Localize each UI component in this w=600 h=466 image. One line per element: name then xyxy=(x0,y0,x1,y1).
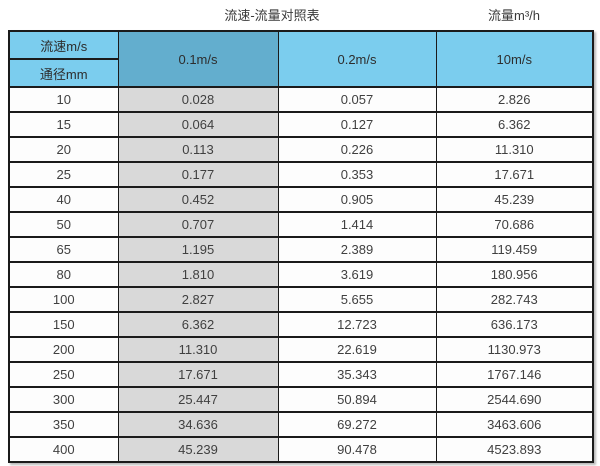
flow-value-cell: 0.127 xyxy=(277,111,437,138)
flow-value-cell: 22.619 xyxy=(277,336,437,363)
flow-value-cell: 0.064 xyxy=(117,111,279,138)
diameter-cell: 400 xyxy=(8,436,119,463)
flow-value-cell: 12.723 xyxy=(277,311,437,338)
table-row: 65 1.195 2.389 119.459 xyxy=(8,236,594,263)
velocity-header-10: 10m/s xyxy=(435,30,594,88)
velocity-header-0-2: 0.2m/s xyxy=(277,30,437,88)
flow-value-cell: 0.353 xyxy=(277,161,437,188)
diameter-cell: 100 xyxy=(8,286,119,313)
flow-rate-table: 流速m/s 0.1m/s 0.2m/s 10m/s 通径mm 10 0.028 0.… xyxy=(8,30,594,463)
diameter-cell: 80 xyxy=(8,261,119,288)
flow-value-cell: 1767.146 xyxy=(435,361,594,388)
table-header: 流速m/s 0.1m/s 0.2m/s 10m/s 通径mm xyxy=(8,30,594,88)
flow-value-cell: 0.177 xyxy=(117,161,279,188)
diameter-cell: 250 xyxy=(8,361,119,388)
flow-value-cell: 119.459 xyxy=(435,236,594,263)
table-row: 10 0.028 0.057 2.826 xyxy=(8,86,594,113)
diameter-cell: 300 xyxy=(8,386,119,413)
flow-value-cell: 2.826 xyxy=(435,86,594,113)
flow-value-cell: 0.057 xyxy=(277,86,437,113)
table-row: 150 6.362 12.723 636.173 xyxy=(8,311,594,338)
table-row: 300 25.447 50.894 2544.690 xyxy=(8,386,594,413)
flow-value-cell: 0.707 xyxy=(117,211,279,238)
diameter-cell: 10 xyxy=(8,86,119,113)
table-row: 20 0.113 0.226 11.310 xyxy=(8,136,594,163)
diameter-cell: 50 xyxy=(8,211,119,238)
flow-value-cell: 1.414 xyxy=(277,211,437,238)
table-row: 250 17.671 35.343 1767.146 xyxy=(8,361,594,388)
diameter-cell: 20 xyxy=(8,136,119,163)
header-row-bottom: 通径mm xyxy=(8,58,593,88)
flow-value-cell: 45.239 xyxy=(117,436,279,463)
diameter-cell: 150 xyxy=(8,311,119,338)
flow-value-cell: 1.195 xyxy=(117,236,279,263)
flow-value-cell: 90.478 xyxy=(277,436,437,463)
table-title: 流速-流量对照表 xyxy=(224,8,320,23)
flow-value-cell: 1130.973 xyxy=(435,336,594,363)
corner-diameter-label: 通径mm xyxy=(8,58,119,88)
flow-value-cell: 282.743 xyxy=(435,286,594,313)
table-body: 10 0.028 0.057 2.826 15 0.064 0.127 6.362 20 0.11… xyxy=(8,86,594,463)
flow-value-cell: 0.452 xyxy=(117,186,279,213)
corner-velocity-label: 流速m/s xyxy=(8,30,119,60)
flow-value-cell: 0.905 xyxy=(277,186,437,213)
flow-value-cell: 35.343 xyxy=(277,361,437,388)
header-row-top: 流速m/s 0.1m/s 0.2m/s 10m/s xyxy=(8,30,594,88)
diameter-cell: 15 xyxy=(8,111,119,138)
flow-value-cell: 2544.690 xyxy=(435,386,594,413)
flow-value-cell: 17.671 xyxy=(117,361,279,388)
flow-value-cell: 34.636 xyxy=(117,411,279,438)
diameter-cell: 40 xyxy=(8,186,119,213)
flow-value-cell: 11.310 xyxy=(117,336,279,363)
flow-value-cell: 1.810 xyxy=(117,261,279,288)
flow-value-cell: 0.226 xyxy=(277,136,437,163)
flow-value-cell: 0.113 xyxy=(117,136,279,163)
diameter-cell: 350 xyxy=(8,411,119,438)
flow-value-cell: 11.310 xyxy=(435,136,594,163)
flow-unit-label: 流量m³/h xyxy=(487,8,541,23)
table-row: 25 0.177 0.353 17.671 xyxy=(8,161,594,188)
flow-value-cell: 3.619 xyxy=(277,261,437,288)
flow-value-cell: 6.362 xyxy=(117,311,279,338)
flow-value-cell: 636.173 xyxy=(435,311,594,338)
flow-value-cell: 0.028 xyxy=(117,86,279,113)
flow-value-cell: 6.362 xyxy=(435,111,594,138)
table-row: 100 2.827 5.655 282.743 xyxy=(8,286,594,313)
flow-value-cell: 50.894 xyxy=(277,386,437,413)
flow-value-cell: 4523.893 xyxy=(435,436,594,463)
flow-value-cell: 2.827 xyxy=(117,286,279,313)
flow-value-cell: 3463.606 xyxy=(435,411,594,438)
table-row: 50 0.707 1.414 70.686 xyxy=(8,211,594,238)
table-row: 200 11.310 22.619 1130.973 xyxy=(8,336,594,363)
flow-value-cell: 70.686 xyxy=(435,211,594,238)
table-row: 400 45.239 90.478 4523.893 xyxy=(8,436,594,463)
diameter-cell: 65 xyxy=(8,236,119,263)
table-row: 350 34.636 69.272 3463.606 xyxy=(8,411,594,438)
flow-value-cell: 69.272 xyxy=(277,411,437,438)
table-row: 80 1.810 3.619 180.956 xyxy=(8,261,594,288)
table-row: 15 0.064 0.127 6.362 xyxy=(8,111,594,138)
flow-value-cell: 45.239 xyxy=(435,186,594,213)
diameter-cell: 25 xyxy=(8,161,119,188)
table-row: 40 0.452 0.905 45.239 xyxy=(8,186,594,213)
flow-value-cell: 5.655 xyxy=(277,286,437,313)
flow-value-cell: 25.447 xyxy=(117,386,279,413)
diameter-cell: 200 xyxy=(8,336,119,363)
velocity-header-0-1: 0.1m/s xyxy=(117,30,279,88)
flow-value-cell: 180.956 xyxy=(435,261,594,288)
flow-value-cell: 17.671 xyxy=(435,161,594,188)
flow-value-cell: 2.389 xyxy=(277,236,437,263)
